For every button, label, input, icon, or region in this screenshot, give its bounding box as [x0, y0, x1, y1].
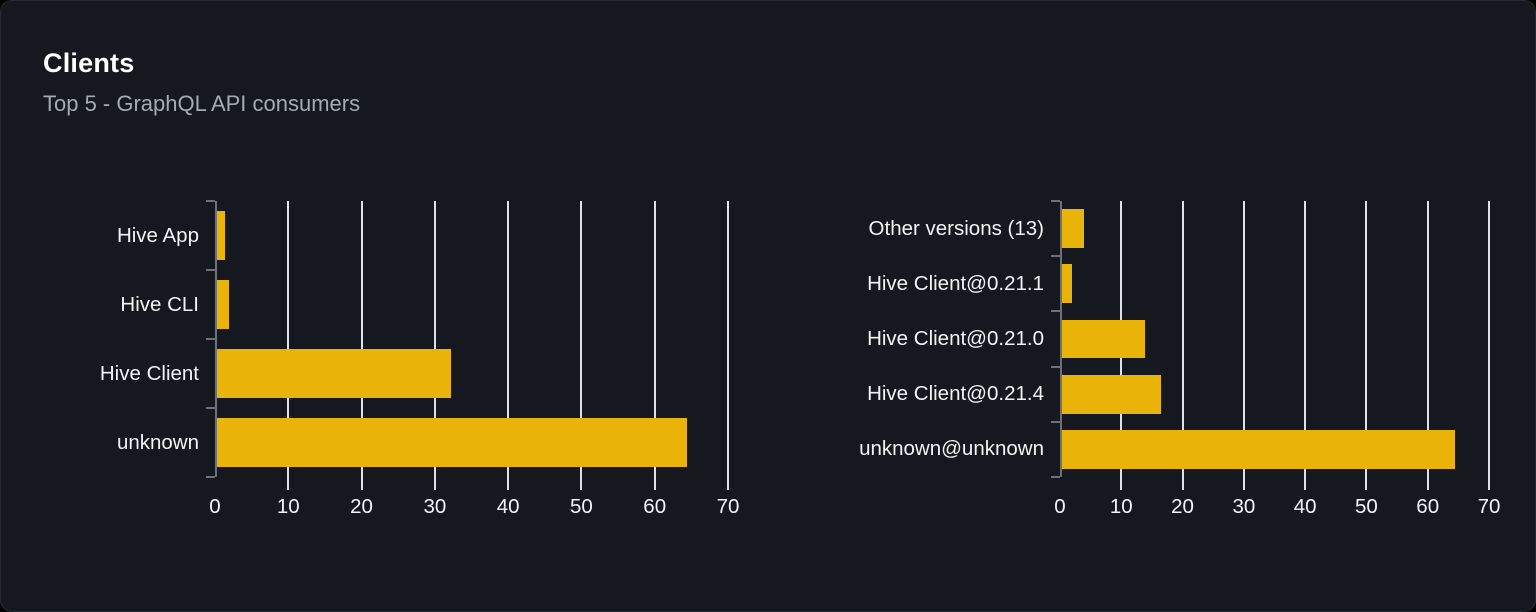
y-axis-tick: [1051, 476, 1060, 478]
category-label: Other versions (13): [868, 216, 1044, 240]
bar-hive-client-0-21-1[interactable]: [1060, 264, 1072, 304]
category-label: unknown@unknown: [859, 437, 1044, 461]
y-axis-tick: [206, 200, 215, 202]
y-axis-tick: [1051, 310, 1060, 313]
x-tick-label: 10: [276, 495, 300, 518]
x-tick-label: 40: [496, 495, 520, 518]
x-tick-label: 20: [1171, 495, 1194, 518]
x-tick-label: 40: [1293, 495, 1317, 518]
y-axis-tick: [1051, 420, 1060, 423]
bar-unknown-unknown[interactable]: [1060, 430, 1456, 469]
y-axis-tick: [206, 338, 215, 340]
category-label: Hive Client@0.21.1: [867, 271, 1044, 295]
x-tick-label: 60: [1416, 495, 1440, 518]
y-axis-line: [1060, 201, 1062, 477]
x-tick-label: 30: [1232, 495, 1256, 518]
category-label: Hive App: [116, 223, 199, 247]
category-labels: Hive App Hive CLI Hive Client unknown: [43, 201, 215, 477]
x-tick-label: 50: [1355, 495, 1378, 518]
x-tick-label: 70: [1477, 495, 1501, 518]
gridline: [433, 201, 436, 490]
bar-other-versions-13-[interactable]: [1060, 209, 1084, 248]
charts-row: Hive App Hive CLI Hive Client unknown 0 10 20 3…: [1, 200, 1535, 525]
gridline: [1304, 201, 1307, 490]
bar-hive-cli[interactable]: [215, 280, 229, 329]
gridline: [287, 201, 290, 490]
y-axis-tick: [1051, 365, 1060, 368]
x-tick-label: 10: [1109, 495, 1133, 518]
gridline: [360, 201, 363, 490]
bar-hive-client-0-21-4[interactable]: [1060, 374, 1161, 414]
gridline: [1365, 201, 1368, 490]
bar-hive-app[interactable]: [215, 211, 225, 260]
clients-by-name-chart: Hive App Hive CLI Hive Client unknown 0 10 20 3…: [43, 200, 739, 525]
y-axis-tick: [206, 407, 215, 409]
x-tick-label: 70: [716, 495, 740, 518]
x-axis-labels: 0 10 20 30 40 50 60 70: [1054, 495, 1500, 525]
gridline: [1426, 201, 1429, 490]
gridline: [580, 201, 583, 490]
x-tick-label: 0: [209, 495, 221, 518]
bar-hive-client[interactable]: [215, 349, 451, 398]
gridline: [653, 201, 656, 490]
gridline: [727, 201, 729, 490]
gridline: [507, 201, 510, 490]
card-subtitle: Top 5 - GraphQL API consumers: [43, 91, 361, 116]
clients-by-version-chart: Other versions (13) Hive Client@0.21.1 Hiv…: [804, 200, 1500, 525]
gridline: [1181, 201, 1184, 490]
category-label: Hive Client@0.21.4: [867, 382, 1044, 406]
y-axis-tick: [206, 269, 215, 271]
gridline: [1488, 201, 1490, 490]
category-labels: Other versions (13) Hive Client@0.21.1 Hiv…: [804, 201, 1060, 477]
bar-hive-client-0-21-0[interactable]: [1060, 319, 1145, 359]
x-tick-label: 60: [643, 495, 667, 518]
category-label: Hive Client@0.21.0: [867, 327, 1044, 350]
category-label: Hive Client: [99, 361, 199, 385]
x-axis-labels: 0 10 20 30 40 50 60 70: [209, 495, 739, 525]
category-label: unknown: [116, 430, 199, 454]
gridline: [1242, 201, 1245, 490]
bar-unknown[interactable]: [215, 418, 687, 467]
x-tick-label: 30: [423, 495, 447, 518]
x-tick-label: 0: [1054, 495, 1066, 518]
plot-area: [1051, 200, 1490, 490]
card-header: Clients Top 5 - GraphQL API consumers: [1, 1, 1535, 117]
y-axis-tick: [1051, 200, 1060, 202]
y-axis-tick: [206, 476, 215, 478]
plot-area: [206, 200, 729, 490]
card-title: Clients: [43, 48, 135, 78]
category-label: Hive CLI: [120, 292, 199, 316]
plot-area-wrap: 0 10 20 30 40 50 60 70: [206, 200, 739, 525]
y-axis-tick: [1051, 255, 1060, 258]
x-tick-label: 50: [570, 495, 593, 518]
y-axis-line: [215, 201, 217, 477]
plot-area-wrap: 0 10 20 30 40 50 60 70: [1051, 200, 1500, 525]
x-tick-label: 20: [350, 495, 373, 518]
